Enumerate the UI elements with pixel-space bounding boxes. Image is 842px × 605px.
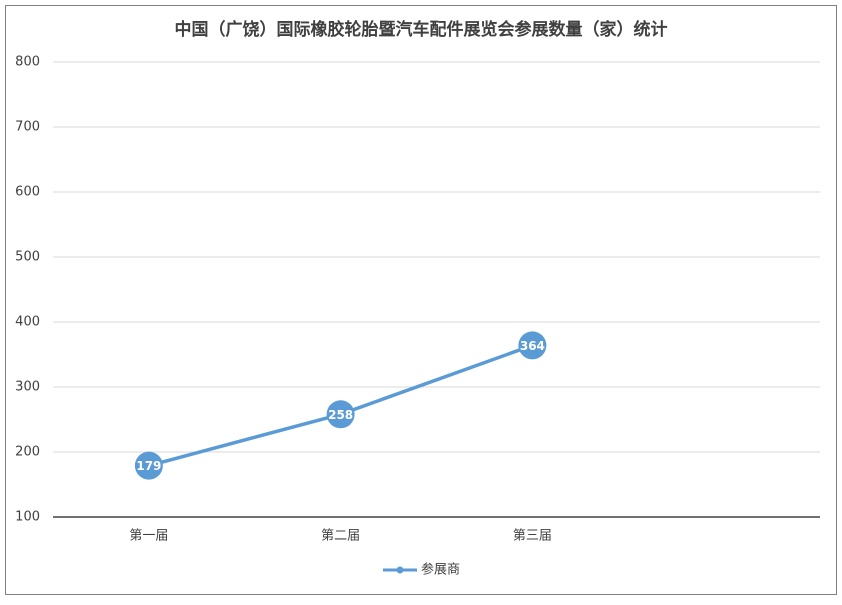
data-label: 179 — [136, 459, 161, 473]
data-label: 364 — [520, 339, 545, 353]
y-tick-label: 600 — [15, 185, 40, 200]
x-tick-label: 第一届 — [129, 529, 168, 544]
y-tick-label: 100 — [15, 510, 40, 525]
y-tick-label: 400 — [15, 315, 40, 330]
data-label: 258 — [328, 408, 353, 422]
x-tick-label: 第二届 — [321, 529, 360, 544]
y-tick-label: 800 — [15, 55, 40, 70]
legend-marker — [396, 566, 404, 574]
y-tick-label: 500 — [15, 250, 40, 265]
legend-label: 参展商 — [421, 562, 460, 578]
point — [518, 331, 547, 360]
chart-title: 中国（广饶）国际橡胶轮胎暨汽车配件展览会参展数量（家）统计 — [175, 19, 668, 40]
y-tick-label: 700 — [15, 120, 40, 135]
point — [326, 400, 355, 429]
x-tick-label: 第三届 — [513, 529, 552, 544]
y-tick-label: 200 — [15, 445, 40, 460]
point — [134, 451, 163, 480]
y-tick-label: 300 — [15, 380, 40, 395]
chart-border — [5, 5, 837, 595]
